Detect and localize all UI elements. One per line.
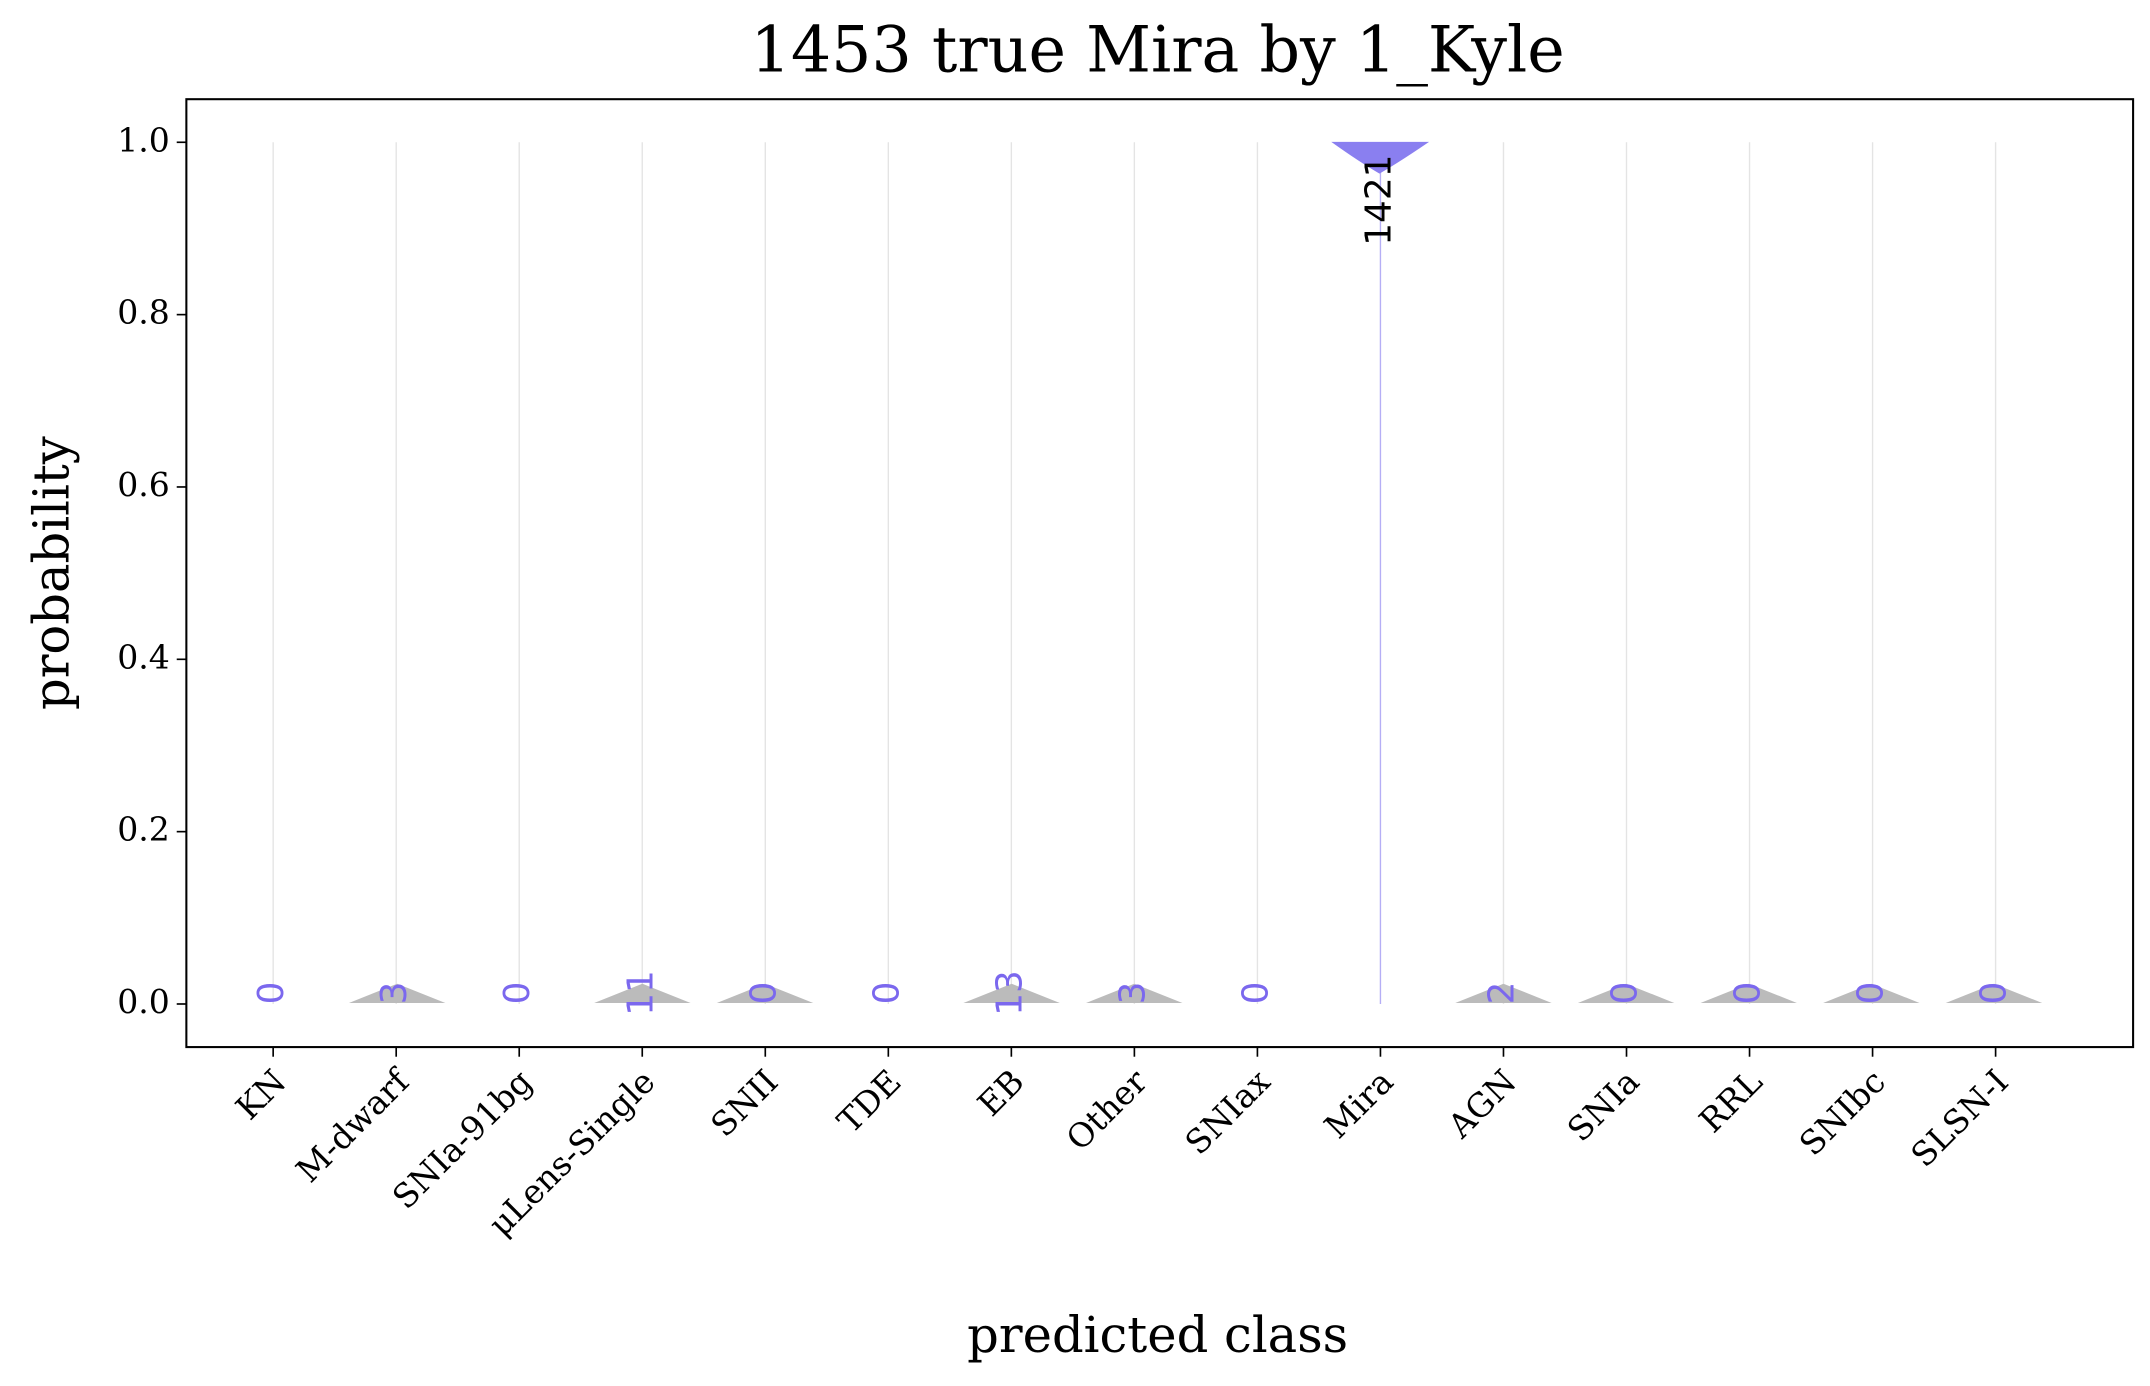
count-label: 11 [620,970,661,1016]
violin [1455,983,1552,1003]
x-axis-label: predicted class [967,1306,1348,1364]
y-tick-label: 0.0 [117,982,170,1021]
violin [1823,983,1920,1003]
y-tick-label: 0.6 [117,465,170,504]
count-label: 0 [866,982,907,1005]
chart-title: 1453 true Mira by 1_Kyle [751,13,1565,87]
violin [348,983,446,1003]
count-label: 0 [743,982,784,1005]
violin [594,983,691,1003]
count-label: 0 [1974,982,2015,1005]
y-tick-label: 1.0 [117,120,170,159]
count-label: 1421 [1358,155,1399,246]
count-label: 0 [1851,982,1892,1005]
count-label: 0 [497,982,538,1005]
count-label: 0 [1728,982,1769,1005]
y-tick-label: 0.2 [117,810,170,849]
violin [963,983,1060,1003]
count-label: 0 [251,982,292,1005]
y-tick-label: 0.8 [117,293,170,332]
violin-main [1331,141,1430,174]
violin [1086,983,1183,1003]
y-axis-label: probability [22,436,80,710]
violin [1577,983,1675,1003]
plot-frame [185,98,2135,1049]
violins [348,141,2043,1003]
count-label: 2 [1481,982,1522,1005]
count-label: 3 [1112,982,1153,1005]
violin [1945,983,2043,1003]
count-label: 0 [1235,982,1276,1005]
count-label: 0 [1605,982,1646,1005]
count-label: 3 [374,982,415,1005]
count-label: 13 [989,970,1030,1016]
violin [716,983,814,1003]
y-tick-label: 0.4 [117,637,170,676]
violin [1700,983,1797,1003]
